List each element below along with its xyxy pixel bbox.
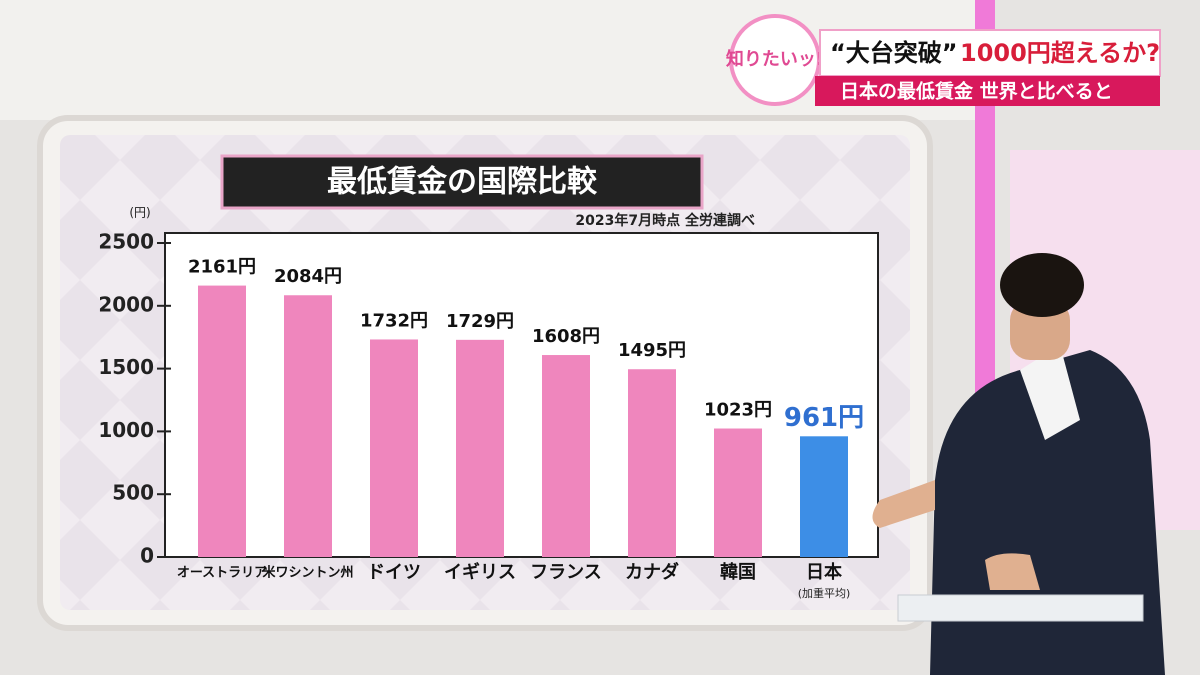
value-label: 961円 bbox=[784, 403, 864, 433]
x-tick-label: 日本 bbox=[806, 561, 842, 583]
y-tick-label: 1000 bbox=[98, 418, 154, 442]
bar bbox=[628, 369, 676, 557]
bar bbox=[198, 285, 246, 557]
bar bbox=[456, 339, 504, 557]
bar bbox=[370, 339, 418, 557]
y-tick-label: 2000 bbox=[98, 292, 154, 316]
title-box bbox=[220, 154, 704, 210]
presenter bbox=[872, 253, 1165, 675]
subheadline: 日本の最低賃金 世界と比べると bbox=[840, 80, 1113, 103]
headline-quote: “大台突破” bbox=[830, 39, 958, 67]
x-tick-label: イギリス bbox=[444, 562, 516, 583]
value-label: 2084円 bbox=[274, 266, 342, 287]
value-label: 1495円 bbox=[618, 340, 686, 361]
bar bbox=[800, 436, 848, 557]
subheadline-box bbox=[815, 76, 1160, 106]
y-tick-label: 500 bbox=[112, 481, 154, 505]
y-unit: (円) bbox=[129, 206, 150, 220]
x-tick-label: カナダ bbox=[625, 561, 679, 583]
chart-subtitle: 2023年7月時点 全労連調べ bbox=[575, 212, 755, 229]
value-label: 1729円 bbox=[446, 311, 514, 332]
bar bbox=[284, 295, 332, 557]
y-tick-label: 2500 bbox=[98, 230, 154, 254]
bar bbox=[542, 355, 590, 557]
headline-box bbox=[819, 29, 1161, 77]
y-tick-label: 1500 bbox=[98, 355, 154, 379]
value-label: 1023円 bbox=[704, 400, 772, 421]
y-tick-label: 0 bbox=[140, 544, 154, 568]
value-label: 1608円 bbox=[532, 326, 600, 347]
x-tick-label: ドイツ bbox=[367, 562, 421, 583]
x-tick-label: 韓国 bbox=[720, 561, 756, 583]
headline-main: 1000円超えるか? bbox=[960, 39, 1160, 67]
x-tick-label: オーストラリア bbox=[177, 566, 267, 581]
value-label: 2161円 bbox=[188, 257, 256, 278]
bar bbox=[714, 428, 762, 557]
chart-title: 最低賃金の国際比較 bbox=[327, 165, 598, 200]
badge-text: 知りたいッ! bbox=[726, 48, 824, 70]
x-tick-label: フランス bbox=[530, 562, 602, 583]
plot-area bbox=[164, 232, 879, 558]
value-label: 1732円 bbox=[360, 310, 428, 331]
x-tick-note: (加重平均) bbox=[798, 586, 851, 600]
x-tick-label: 米ワシントン州 bbox=[262, 565, 353, 581]
